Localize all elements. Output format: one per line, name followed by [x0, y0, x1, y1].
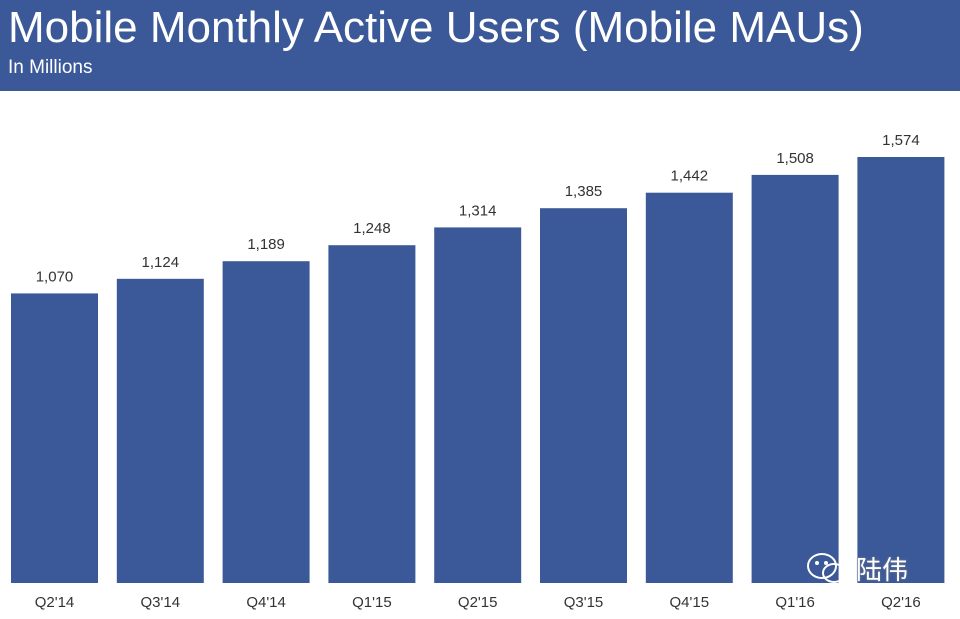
- data-label-Q2'15: 1,314: [459, 202, 497, 219]
- bar-Q4'14: [222, 261, 310, 583]
- chart-header: Mobile Monthly Active Users (Mobile MAUs…: [0, 0, 960, 91]
- bar-chart: 1,070 Q2'14 1,124 Q3'14 1,189 Q4'14 1,248 Q1'15…: [11, 132, 945, 611]
- data-label-Q2'16: 1,574: [882, 132, 920, 149]
- bar-Q1'16: [751, 174, 839, 583]
- bar-Q2'15: [434, 227, 522, 583]
- data-label-Q2'14: 1,070: [36, 268, 74, 285]
- x-tick-label-Q2'14: Q2'14: [35, 594, 75, 611]
- bar-Q1'15: [328, 245, 416, 583]
- data-label-Q3'15: 1,385: [565, 183, 603, 200]
- data-label-Q4'14: 1,189: [247, 236, 285, 253]
- data-label-Q3'14: 1,124: [142, 254, 180, 271]
- x-tick-label-Q4'14: Q4'14: [246, 594, 286, 611]
- x-tick-label-Q1'15: Q1'15: [352, 594, 392, 611]
- bar-Q2'14: [11, 293, 98, 583]
- data-label-Q4'15: 1,442: [671, 168, 709, 185]
- x-tick-label-Q4'15: Q4'15: [670, 594, 710, 611]
- watermark-text: 陆伟: [856, 556, 909, 586]
- data-label-Q1'15: 1,248: [353, 220, 391, 237]
- chart-title: Mobile Monthly Active Users (Mobile MAUs…: [8, 3, 864, 52]
- data-label-Q1'16: 1,508: [776, 150, 814, 167]
- bar-Q3'15: [540, 208, 627, 583]
- chart-subtitle: In Millions: [8, 57, 93, 78]
- x-tick-label-Q3'14: Q3'14: [141, 594, 181, 611]
- bar-Q2'16: [857, 157, 945, 583]
- x-tick-label-Q3'15: Q3'15: [564, 594, 604, 611]
- wechat-icon: [807, 552, 846, 583]
- x-tick-label-Q2'15: Q2'15: [458, 594, 498, 611]
- x-tick-label-Q2'16: Q2'16: [881, 594, 921, 611]
- bar-Q3'14: [116, 278, 204, 583]
- x-tick-label-Q1'16: Q1'16: [775, 594, 815, 611]
- watermark: 陆伟: [806, 550, 908, 587]
- bar-Q4'15: [645, 192, 733, 583]
